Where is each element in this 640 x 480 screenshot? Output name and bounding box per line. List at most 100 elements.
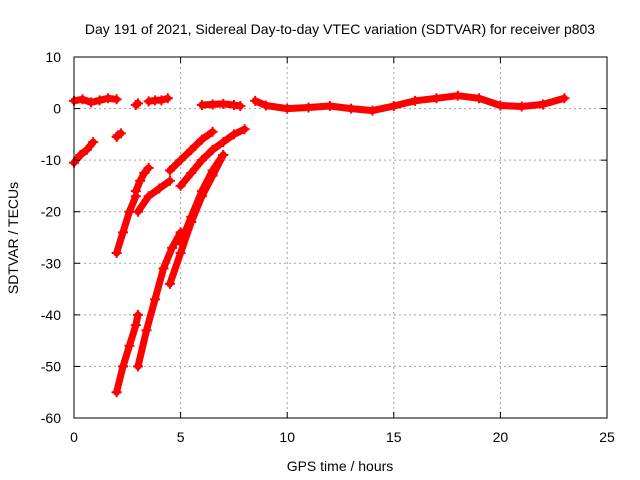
- series-track-k: [111, 309, 143, 398]
- data-point: [118, 227, 129, 238]
- data-point: [452, 90, 463, 101]
- data-point: [207, 165, 218, 176]
- data-point: [132, 361, 143, 372]
- series-band: [134, 177, 174, 216]
- series-track-l: [132, 227, 186, 372]
- data-point: [124, 340, 135, 351]
- data-point: [175, 155, 186, 166]
- series-track-d: [130, 98, 143, 110]
- series-band: [132, 164, 153, 195]
- data-point: [324, 100, 335, 111]
- data-point: [186, 144, 197, 155]
- y-tick-label: 0: [53, 101, 61, 117]
- series-track-g: [130, 162, 154, 197]
- data-point: [495, 100, 506, 111]
- data-point: [132, 206, 143, 217]
- data-point: [88, 137, 99, 148]
- data-point: [130, 320, 141, 331]
- data-point: [81, 144, 92, 155]
- data-point: [135, 175, 146, 186]
- tick-labels: 0 5 10 15 20 25 -60 -50 -40 -30 -20 -10 0 10: [41, 49, 615, 445]
- data-point: [207, 99, 218, 110]
- data-points: [69, 90, 570, 398]
- data-point: [250, 95, 261, 106]
- series-track-h: [132, 175, 175, 217]
- data-point: [175, 247, 186, 258]
- series-band: [113, 192, 140, 257]
- data-point: [282, 103, 293, 114]
- data-point: [164, 175, 175, 186]
- data-point: [218, 137, 229, 148]
- data-point: [516, 101, 527, 112]
- data-point: [77, 94, 88, 105]
- y-tick-label: -20: [41, 204, 61, 220]
- series-track-i: [164, 126, 218, 176]
- data-point: [111, 247, 122, 258]
- data-point: [431, 93, 442, 104]
- data-point: [303, 102, 314, 113]
- series-track-e: [143, 93, 173, 107]
- data-point: [154, 183, 165, 194]
- data-point: [410, 95, 421, 106]
- data-point: [218, 98, 229, 109]
- data-point: [111, 94, 122, 105]
- data-point: [94, 95, 105, 106]
- series-track-b: [69, 137, 99, 168]
- data-point: [124, 206, 135, 217]
- series-track-n: [175, 149, 229, 248]
- x-tick-label: 5: [177, 429, 185, 445]
- data-point: [103, 93, 114, 104]
- data-point: [196, 99, 207, 110]
- data-point: [141, 325, 152, 336]
- data-point: [239, 124, 250, 135]
- data-point: [196, 155, 207, 166]
- data-point: [111, 387, 122, 398]
- y-tick-label: -10: [41, 152, 61, 168]
- data-point: [218, 149, 229, 160]
- data-point: [474, 93, 485, 104]
- axis-ticks: [73, 56, 608, 419]
- y-tick-label: -60: [41, 410, 61, 426]
- series-band: [251, 92, 568, 115]
- data-point: [175, 180, 186, 191]
- data-point: [132, 309, 143, 320]
- x-tick-label: 20: [493, 429, 509, 445]
- series-band: [70, 138, 97, 167]
- data-point: [235, 100, 246, 111]
- data-point: [228, 99, 239, 110]
- series-band: [134, 228, 185, 370]
- data-point: [143, 191, 154, 202]
- data-point: [538, 99, 549, 110]
- series-band: [113, 311, 142, 396]
- x-axis-title: GPS time / hours: [287, 458, 394, 474]
- data-point: [196, 186, 207, 197]
- data-point: [139, 168, 150, 179]
- series-track-c: [111, 128, 126, 142]
- series-band: [177, 151, 227, 247]
- data-point: [156, 95, 167, 106]
- data-point: [228, 129, 239, 140]
- data-point: [167, 242, 178, 253]
- data-point: [186, 211, 197, 222]
- data-point: [118, 361, 129, 372]
- y-tick-label: -50: [41, 358, 61, 374]
- series-track-a: [69, 93, 122, 108]
- data-point: [130, 186, 141, 197]
- data-point: [207, 144, 218, 155]
- data-point: [260, 100, 271, 111]
- data-point: [367, 105, 378, 116]
- data-point: [132, 98, 143, 109]
- data-point: [175, 237, 186, 248]
- data-point: [158, 263, 169, 274]
- x-tick-label: 15: [386, 429, 402, 445]
- data-point: [75, 149, 86, 160]
- grid: [74, 57, 607, 418]
- y-axis-title: SDTVAR / TECUs: [5, 182, 21, 294]
- data-point: [115, 128, 126, 139]
- data-point: [186, 168, 197, 179]
- y-tick-label: 10: [45, 49, 61, 65]
- series-band: [166, 151, 227, 288]
- data-point: [143, 162, 154, 173]
- data-point: [207, 126, 218, 137]
